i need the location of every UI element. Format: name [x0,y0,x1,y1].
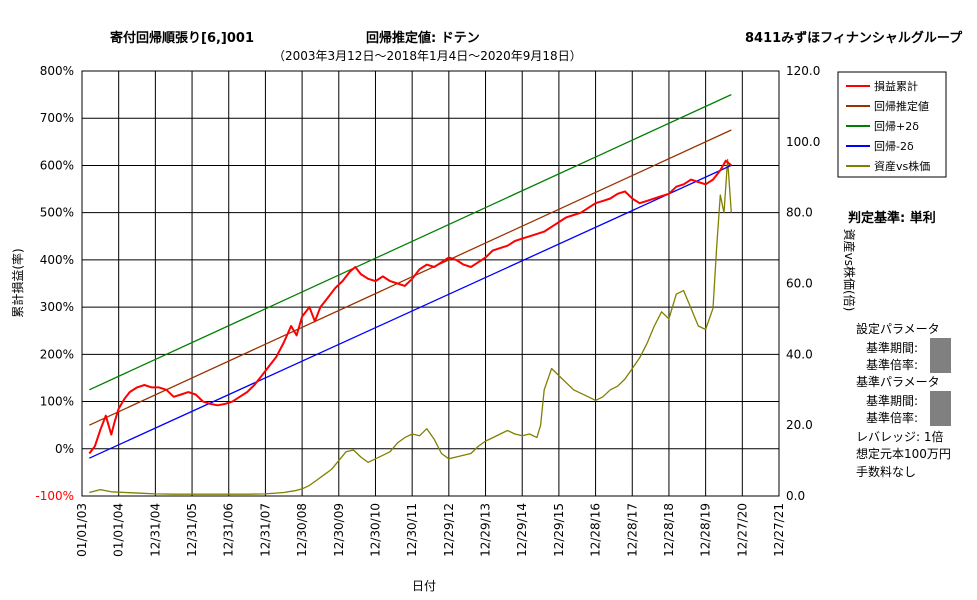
series-layer [88,94,732,495]
x-tick-label: 01/01/03 [75,503,89,557]
series-line-regression-plus-2d [89,94,732,391]
info-panel: 設定パラメータ 基準期間: 基準倍率: 基準パラメータ 基準期間: 基準倍率: … [856,321,951,479]
x-tick-label: 12/30/08 [295,503,309,557]
legend-label: 回帰推定値 [874,99,929,113]
leverage-label: レバレッジ: 1倍 [856,429,944,444]
fee-label: 手数料なし [856,464,916,479]
y2-tick-label: 0.0 [786,489,805,503]
x-tick-label: 12/31/06 [222,503,236,557]
legend-label: 回帰+2δ [874,120,919,133]
x-tick-label: 12/29/15 [552,503,566,557]
y-tick-label: 100% [40,395,74,409]
x-tick-label: 12/29/12 [442,503,456,557]
grid [81,70,780,497]
y-axis-label: 累計損益(率) [10,248,25,317]
x-tick-label: 12/28/19 [699,503,713,557]
setting-period-value-box [930,338,951,373]
y-tick-label: 700% [40,111,74,125]
legend-label: 損益累計 [874,79,918,93]
criterion-label: 判定基準: 単利 [848,210,936,226]
y2-tick-label: 100.0 [786,135,820,149]
x-tick-label: 12/31/04 [148,503,162,557]
y-tick-label: 600% [40,158,74,172]
x-tick-label: 12/27/20 [735,503,749,557]
y2-tick-label: 60.0 [786,277,813,291]
setting-multiplier-label: 基準倍率: [866,357,918,372]
chart-title: 寄付回帰順張り[6,]001 [110,30,254,46]
series-line-asset-vs-price [89,158,732,495]
y-tick-label: 400% [40,253,74,267]
x-tick-label: 12/30/11 [405,503,419,557]
y2-tick-label: 80.0 [786,206,813,220]
x-tick-label: 12/31/05 [185,503,199,557]
base-period-value-box [930,391,951,426]
y2-tick-label: 20.0 [786,418,813,432]
x-axis-label: 日付 [412,579,436,593]
legend-box [837,71,947,178]
legend-label: 回帰-2δ [874,140,914,153]
x-tick-label: 12/28/18 [662,503,676,557]
y2-axis-label: 資産vs株価(倍) [842,229,857,312]
y2-tick-label: 40.0 [786,347,813,361]
y-tick-label: 500% [40,206,74,220]
chart-subtitle: （2003年3月12日～2018年1月4日～2020年9月18日） [273,49,582,63]
y-tick-label: -100% [35,489,74,503]
y2-tick-labels: 0.0 20.0 40.0 60.0 80.0 100.0 120.0 [786,64,820,503]
x-tick-label: 12/27/21 [772,503,786,557]
x-tick-label: 12/30/10 [368,503,382,557]
series-line-regression-minus-2d [89,164,732,459]
x-tick-label: 12/31/07 [258,503,272,557]
y-tick-label: 0% [55,442,74,456]
series-line-regression-estimate [89,129,732,426]
x-tick-label: 01/01/04 [112,503,126,557]
y-tick-label: 200% [40,347,74,361]
x-tick-label: 12/28/16 [589,503,603,557]
base-params-label: 基準パラメータ [856,374,940,389]
x-tick-label: 12/29/13 [479,503,493,557]
x-tick-labels: 01/01/03 01/01/04 12/31/04 12/31/05 12/31/06… [75,503,786,557]
series-line-cumulative-pnl [88,159,732,455]
plot-area [82,71,779,496]
x-tick-label: 12/28/17 [625,503,639,557]
x-tick-label: 12/30/09 [332,503,346,557]
legend-label: 資産vs株価 [874,159,930,173]
base-period-label: 基準期間: [866,393,918,408]
setting-params-label: 設定パラメータ [856,321,940,336]
estimate-label: 回帰推定値: ドテン [366,30,480,46]
y-tick-label: 800% [40,64,74,78]
plot-frame [81,70,780,497]
y2-tick-label: 120.0 [786,64,820,78]
y-tick-label: 300% [40,300,74,314]
x-tick-label: 12/29/14 [515,503,529,557]
capital-label: 想定元本100万円 [856,446,951,461]
setting-period-label: 基準期間: [866,340,918,355]
stock-name: 8411みずほフィナンシャルグループ [745,30,963,46]
base-multiplier-label: 基準倍率: [866,410,918,425]
y-tick-labels: -100% 0% 100% 200% 300% 400% 500% 600% 700% 800% [35,64,74,503]
